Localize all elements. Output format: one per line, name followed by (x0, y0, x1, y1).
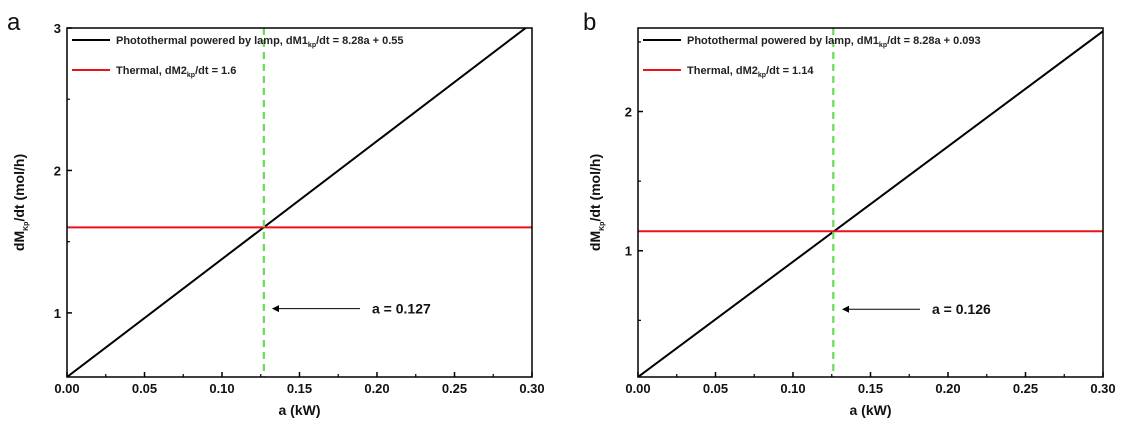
x-axis-label: a (kW) (279, 402, 321, 418)
x-tick-label: 0.05 (132, 381, 157, 396)
x-tick-label: 0.15 (858, 381, 883, 396)
x-tick-label: 0.10 (780, 381, 805, 396)
x-tick-label: 0.00 (625, 381, 650, 396)
annotation-label: a = 0.126 (932, 301, 991, 317)
plot-area (67, 28, 532, 377)
chart-panel-b: b 0.00 0.05 0.10 0.15 0.20 0.25 0.30 1 2 a (kW) dMK… (583, 9, 1116, 418)
x-tick-label: 0.25 (1013, 381, 1038, 396)
x-axis-label: a (kW) (850, 402, 892, 418)
x-tick-label: 0.00 (54, 381, 79, 396)
annotation-label: a = 0.127 (372, 301, 431, 317)
legend-label: Thermal, dM2kp/dt = 1.6 (116, 65, 236, 79)
y-tick-label: 2 (625, 105, 632, 120)
series-line-photothermal (638, 30, 1103, 377)
series-line-photothermal (67, 28, 528, 377)
y-axis-label: dMKp/dt (mol/h) (587, 154, 606, 251)
y-axis-label: dMKp/dt (mol/h) (11, 154, 30, 251)
chart-panel-a: a 0.00 0.05 0.10 0.15 0.20 0.25 0.30 1 2 3 a (kW) dM… (7, 9, 545, 418)
panel-label: b (583, 9, 596, 36)
y-tick-label: 1 (54, 306, 61, 321)
panel-label: a (7, 9, 21, 36)
x-tick-label: 0.25 (442, 381, 467, 396)
annotation-arrow-head (272, 305, 279, 313)
x-tick-label: 0.20 (935, 381, 960, 396)
annotation-arrow-head (842, 305, 849, 313)
x-tick-label: 0.05 (703, 381, 728, 396)
plot-frame (637, 27, 1104, 378)
x-tick-label: 0.20 (364, 381, 389, 396)
y-tick-label: 2 (54, 163, 61, 178)
legend-label: Photothermal powered by lamp, dM1kp/dt =… (687, 35, 981, 49)
x-tick-label: 0.30 (519, 381, 544, 396)
x-tick-label: 0.15 (287, 381, 312, 396)
plot-area (638, 30, 1103, 377)
x-tick-label: 0.10 (209, 381, 234, 396)
legend-label: Thermal, dM2kp/dt = 1.14 (687, 65, 814, 79)
legend-label: Photothermal powered by lamp, dM1kp/dt =… (116, 35, 404, 49)
y-tick-label: 3 (54, 21, 61, 36)
x-tick-label: 0.30 (1090, 381, 1115, 396)
plot-frame (66, 27, 533, 378)
y-tick-label: 1 (625, 244, 632, 259)
